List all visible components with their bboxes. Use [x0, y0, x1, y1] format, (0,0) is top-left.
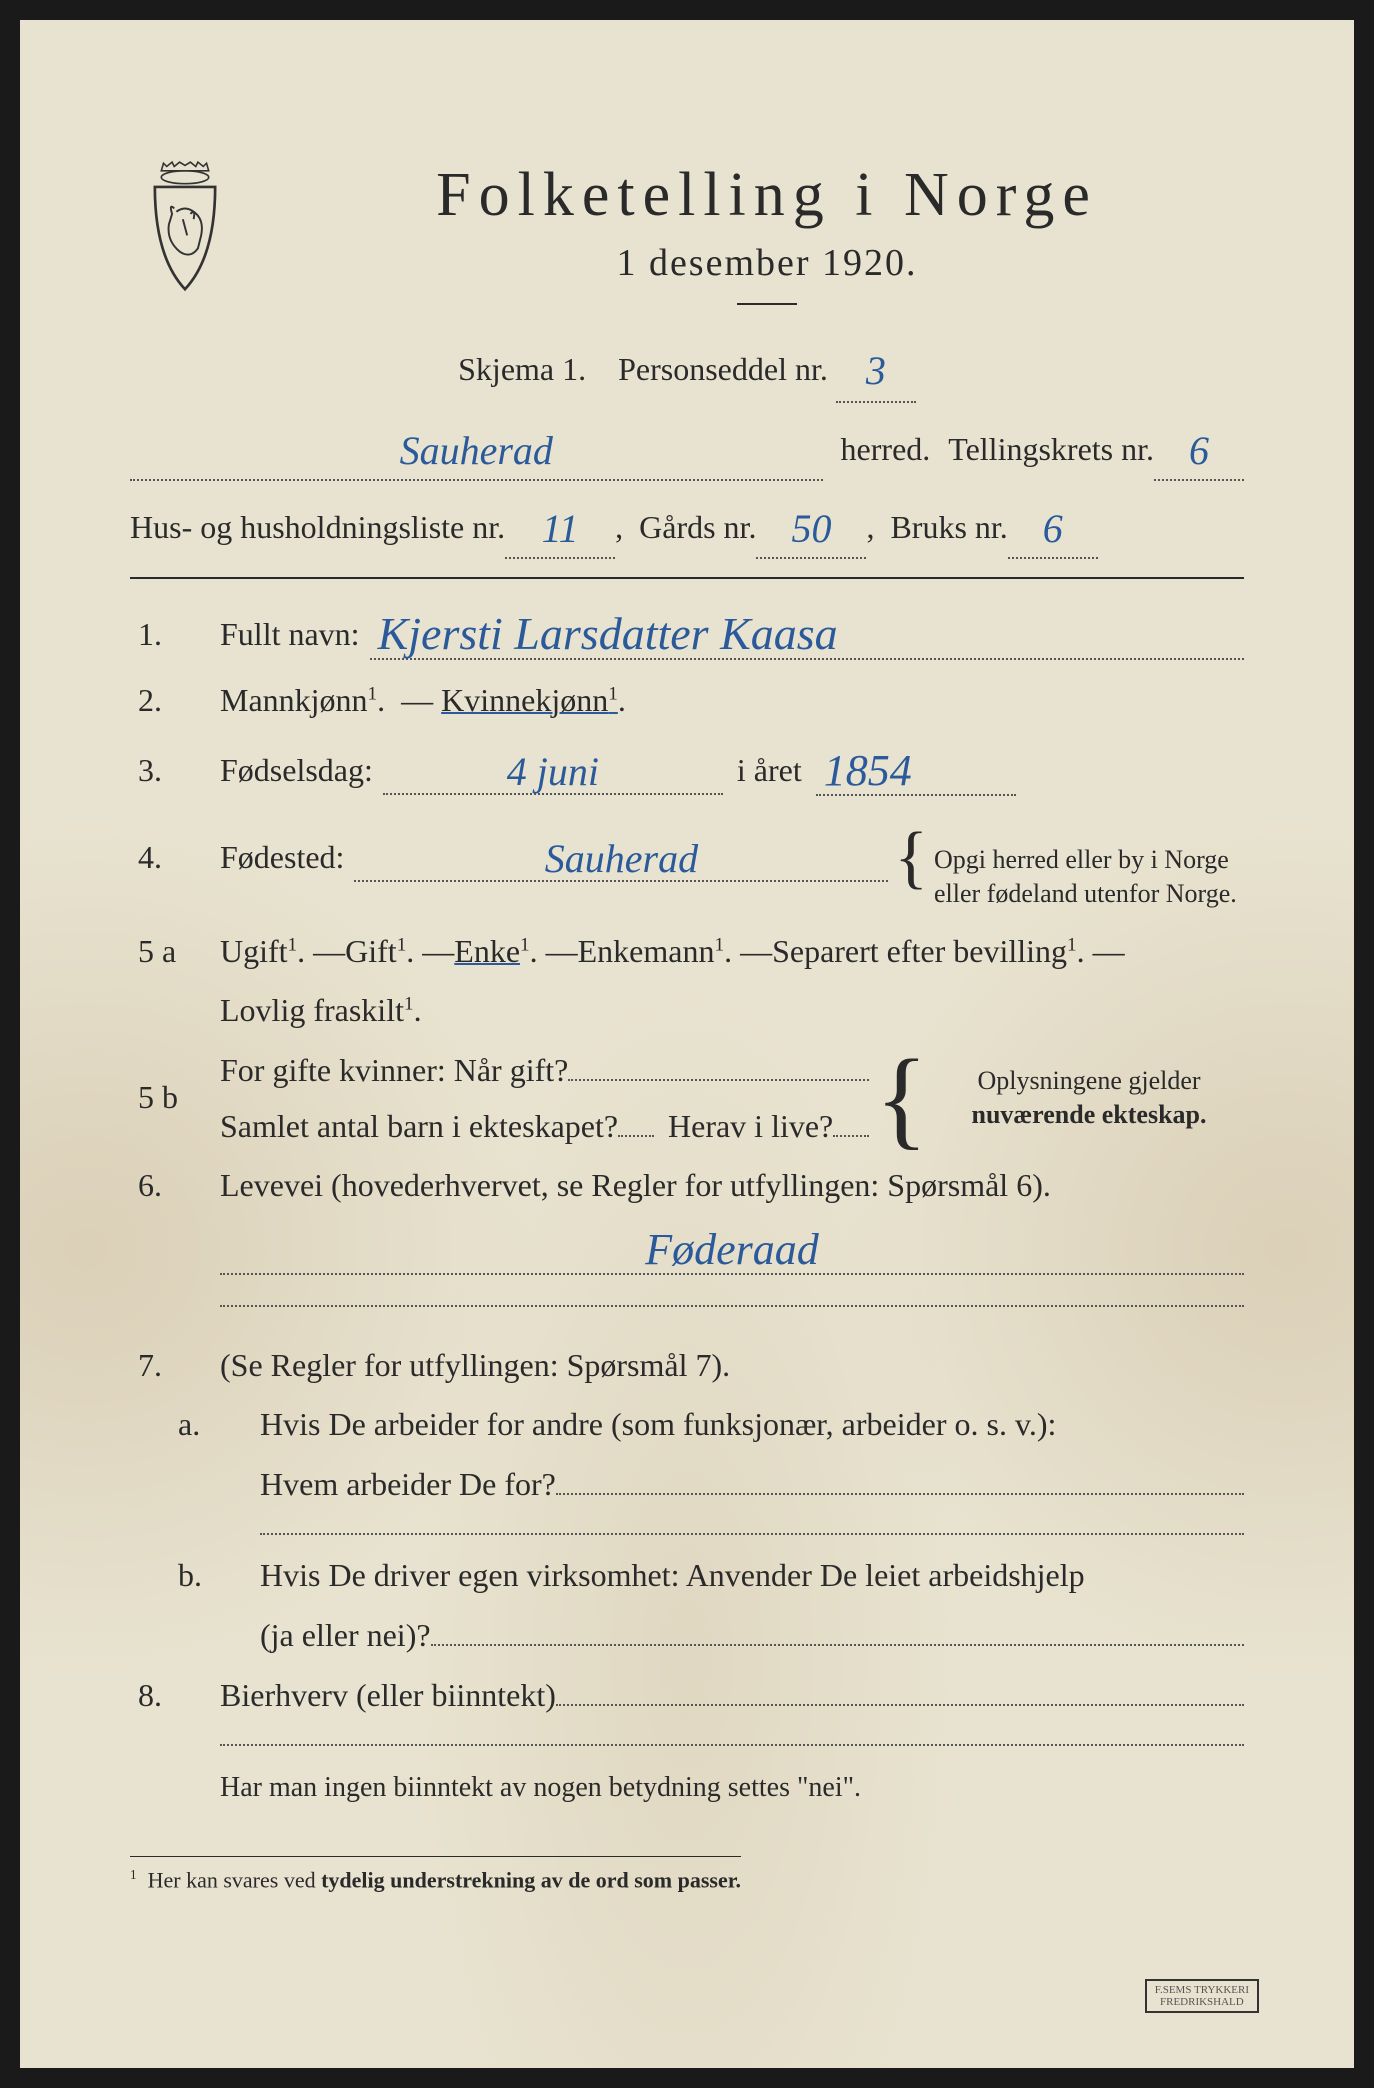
q5b: 5 b For gifte kvinner: Når gift? Samlet … — [130, 1051, 1244, 1145]
census-form-page: Folketelling i Norge 1 desember 1920. Sk… — [20, 20, 1354, 2068]
printer-stamp: F.SEMS TRYKKERI FREDRIKSHALD — [1145, 1979, 1259, 2013]
subtitle-date: 1 desember 1920. — [290, 241, 1244, 285]
gards-label: Gårds nr. — [639, 503, 756, 551]
blank-line — [260, 1533, 1244, 1535]
q5a-opt-ugift: Ugift1. — — [220, 933, 345, 970]
q5b-label3: Herav i live? — [668, 1108, 833, 1145]
q6: 6. Levevei (hovederhvervet, se Regler fo… — [130, 1167, 1244, 1204]
q7a-line2: Hvem arbeider De for? — [260, 1466, 556, 1503]
q7-label: (Se Regler for utfyllingen: Spørsmål 7). — [220, 1347, 730, 1384]
personseddel-nr: 3 — [866, 348, 886, 393]
q2-female: Kvinnekjønn1 — [441, 682, 618, 719]
q5a-opt-enke: Enke1. — — [454, 933, 577, 970]
q7a-num: a. — [130, 1406, 260, 1443]
stamp-line2: FREDRIKSHALD — [1155, 1996, 1249, 2008]
bruks-label: Bruks nr. — [890, 503, 1007, 551]
q1-label: Fullt navn: — [220, 616, 360, 653]
q2: 2. Mannkjønn1. — Kvinnekjønn1. — [130, 682, 1244, 719]
husliste-label: Hus- og husholdningsliste nr. — [130, 503, 505, 551]
q5a-opt-enkemann: Enkemann1. — — [578, 933, 772, 970]
q6-label: Levevei (hovederhvervet, se Regler for u… — [220, 1167, 1051, 1204]
herred-name: Sauherad — [400, 428, 553, 473]
q3-year-label: i året — [737, 752, 802, 789]
q5a-fraskilt: Lovlig fraskilt1. — [220, 992, 422, 1029]
title-block: Folketelling i Norge 1 desember 1920. — [290, 160, 1244, 305]
divider-icon — [130, 577, 1244, 579]
q7a-line1: Hvis De arbeider for andre (som funksjon… — [260, 1406, 1056, 1443]
blank-line — [220, 1744, 1244, 1746]
q2-male: Mannkjønn1. — — [220, 682, 441, 719]
herred-label: herred. — [841, 425, 931, 473]
husliste-nr: 11 — [542, 506, 579, 551]
gards-nr: 50 — [791, 506, 831, 551]
q3-num: 3. — [130, 752, 220, 789]
personseddel-label: Personseddel nr. — [618, 351, 828, 387]
q5b-note: Oplysningene gjelder nuværende ekteskap. — [934, 1064, 1244, 1132]
q7b: b. Hvis De driver egen virksomhet: Anven… — [130, 1557, 1244, 1594]
brace-icon: { — [875, 1054, 928, 1142]
q5b-num: 5 b — [130, 1079, 220, 1116]
meta-block: Skjema 1. Personseddel nr. 3 Sauherad he… — [130, 335, 1244, 559]
header: Folketelling i Norge 1 desember 1920. — [130, 160, 1244, 305]
q7b-line1: Hvis De driver egen virksomhet: Anvender… — [260, 1557, 1085, 1594]
q4-label: Fødested: — [220, 839, 344, 876]
q5b-label2: Samlet antal barn i ekteskapet? — [220, 1108, 618, 1145]
q5a-num: 5 a — [130, 933, 220, 970]
footnote: 1 Her kan svares ved tydelig understrekn… — [130, 1856, 741, 1893]
q3: 3. Fødselsdag: 4 juni i året 1854 — [130, 741, 1244, 796]
q3-year: 1854 — [824, 746, 912, 795]
q1-value: Kjersti Larsdatter Kaasa — [378, 608, 838, 659]
q5a-opt-separert: Separert efter bevilling1. — — [772, 933, 1125, 970]
q5a-line2: Lovlig fraskilt1. — [130, 992, 1244, 1029]
q5b-label1: For gifte kvinner: Når gift? — [220, 1052, 568, 1089]
brace-icon: { — [894, 830, 928, 886]
q1-num: 1. — [130, 616, 220, 653]
q5a-opt-gift: Gift1. — — [345, 933, 454, 970]
q8: 8. Bierhverv (eller biinntekt) — [130, 1676, 1244, 1714]
q8-num: 8. — [130, 1677, 220, 1714]
tellingskrets-nr: 6 — [1189, 428, 1209, 473]
q7: 7. (Se Regler for utfyllingen: Spørsmål … — [130, 1347, 1244, 1384]
q2-num: 2. — [130, 682, 220, 719]
stamp-line1: F.SEMS TRYKKERI — [1155, 1984, 1249, 1996]
q7-num: 7. — [130, 1347, 220, 1384]
q8-note: Har man ingen biinntekt av nogen betydni… — [220, 1772, 861, 1804]
q4-note: Opgi herred eller by i Norge eller fødel… — [934, 843, 1244, 911]
tellingskrets-label: Tellingskrets nr. — [948, 425, 1154, 473]
main-title: Folketelling i Norge — [290, 160, 1244, 231]
skjema-label: Skjema 1. — [458, 351, 586, 387]
q5a: 5 a Ugift1. — Gift1. — Enke1. — Enkemann… — [130, 933, 1244, 970]
q8-label: Bierhverv (eller biinntekt) — [220, 1677, 556, 1714]
q6-value: Føderaad — [645, 1225, 819, 1274]
q4-value: Sauherad — [545, 836, 698, 881]
q4-num: 4. — [130, 839, 220, 876]
q7a: a. Hvis De arbeider for andre (som funks… — [130, 1406, 1244, 1443]
q6-num: 6. — [130, 1167, 220, 1204]
bruks-nr: 6 — [1043, 506, 1063, 551]
coat-of-arms-icon — [130, 160, 240, 300]
blank-line — [220, 1305, 1244, 1307]
q3-label: Fødselsdag: — [220, 752, 373, 789]
q7b-num: b. — [130, 1557, 260, 1594]
q3-day: 4 juni — [507, 749, 599, 794]
q1: 1. Fullt navn: Kjersti Larsdatter Kaasa — [130, 603, 1244, 660]
rule-icon — [737, 303, 797, 305]
q4: 4. Fødested: Sauherad { Opgi herred elle… — [130, 818, 1244, 911]
q7b-line2: (ja eller nei)? — [260, 1617, 431, 1654]
